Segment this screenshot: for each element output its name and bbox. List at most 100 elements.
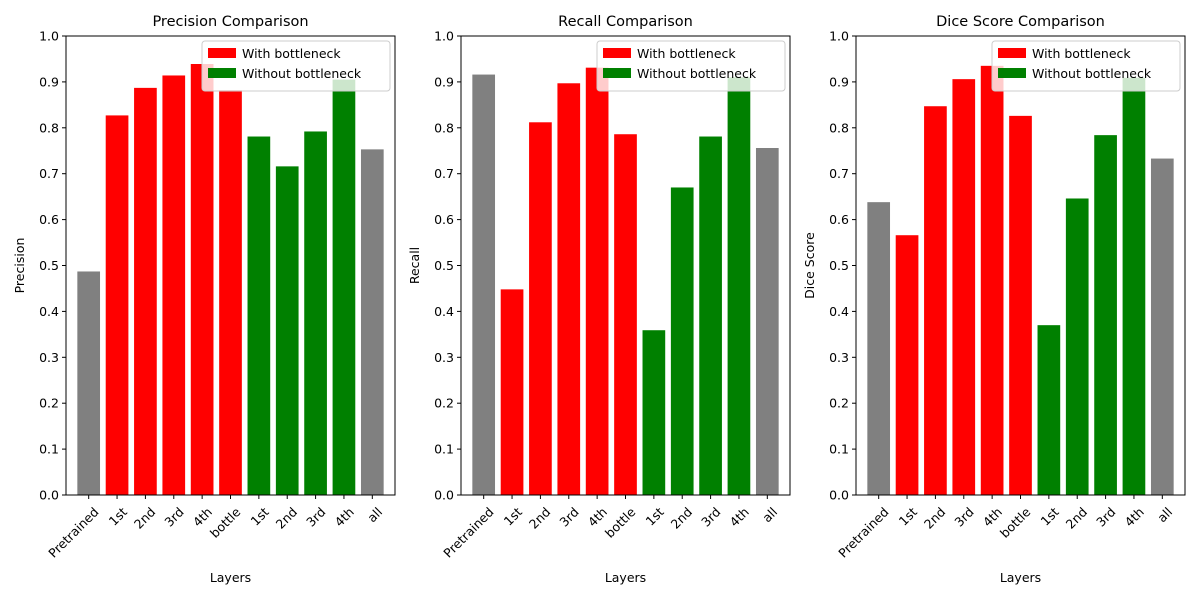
y-tick-label: 0.5: [434, 258, 454, 273]
x-axis-label: Layers: [605, 570, 646, 585]
y-tick-label: 0.0: [829, 488, 849, 503]
x-tick-label: 3rd: [698, 504, 723, 529]
y-tick-label: 0.6: [434, 212, 454, 227]
x-tick-label: 4th: [1122, 504, 1147, 529]
bar-4th-10: [1122, 77, 1146, 496]
y-axis-label: Dice Score: [802, 232, 817, 299]
bar-all-11: [1150, 158, 1174, 496]
y-tick-label: 0.4: [434, 304, 454, 319]
bar-all-11: [755, 148, 779, 495]
legend-label: Without bottleneck: [637, 66, 757, 81]
legend-swatch-green: [603, 68, 631, 78]
legend-box: [991, 40, 1181, 92]
bar-pretrained-1: [472, 74, 496, 495]
bar-1st-7: [247, 136, 271, 495]
x-tick-label: 4th: [727, 504, 752, 529]
y-tick-label: 0.9: [434, 74, 454, 89]
legend: With bottleneck Without bottleneck: [991, 40, 1181, 92]
x-tick-label: Pretrained: [835, 504, 891, 560]
legend-label: Without bottleneck: [1032, 66, 1152, 81]
legend-swatch-green: [998, 68, 1026, 78]
chart-title: Dice Score Comparison: [936, 14, 1105, 30]
y-tick-label: 0.7: [39, 166, 59, 181]
legend-box: [201, 40, 391, 92]
legend-swatch-red: [603, 48, 631, 58]
bar-1st-7: [1037, 325, 1061, 495]
y-tick-label: 0.2: [39, 396, 59, 411]
x-tick-label: 4th: [332, 504, 357, 529]
y-tick-label: 0.4: [39, 304, 59, 319]
y-tick-label: 0.1: [39, 442, 59, 457]
y-tick-label: 0.4: [829, 304, 849, 319]
y-tick-label: 0.1: [829, 442, 849, 457]
legend-label: Without bottleneck: [242, 66, 362, 81]
chart-title: Precision Comparison: [152, 14, 308, 30]
bar-2nd-3: [924, 106, 947, 495]
bar-2nd-8: [1065, 198, 1089, 496]
y-tick-label: 0.0: [39, 488, 59, 503]
x-tick-label: all: [759, 504, 780, 525]
y-axis-label: Precision: [12, 238, 27, 294]
x-tick-label: 3rd: [1093, 504, 1118, 529]
bar-3rd-4: [162, 75, 186, 495]
x-tick-label: 2nd: [526, 504, 553, 531]
y-tick-label: 0.0: [434, 488, 454, 503]
x-tick-label: 2nd: [668, 504, 695, 531]
legend: With bottleneck Without bottleneck: [596, 40, 786, 92]
x-tick-label: Pretrained: [440, 504, 496, 560]
y-tick-label: 0.8: [39, 120, 59, 135]
x-tick-label: 2nd: [131, 504, 158, 531]
y-tick-label: 0.6: [39, 212, 59, 227]
y-tick-label: 1.0: [39, 29, 59, 44]
legend: With bottleneck Without bottleneck: [201, 40, 391, 92]
y-tick-label: 0.1: [434, 442, 454, 457]
x-tick-label: 2nd: [1063, 504, 1090, 531]
y-tick-label: 0.6: [829, 212, 849, 227]
bar-bottle-6: [1009, 115, 1032, 496]
bar-2nd-3: [134, 87, 157, 496]
y-tick-label: 0.2: [829, 396, 849, 411]
bar-1st-2: [105, 115, 129, 495]
y-tick-label: 0.3: [39, 350, 59, 365]
bar-3rd-9: [1094, 135, 1117, 495]
x-tick-label: 3rd: [303, 504, 328, 529]
x-tick-label: all: [364, 504, 385, 525]
y-tick-label: 0.5: [829, 258, 849, 273]
x-tick-label: 1st: [896, 504, 920, 528]
bar-pretrained-1: [867, 202, 891, 495]
y-tick-label: 0.9: [829, 74, 849, 89]
bar-4th-5: [585, 67, 609, 496]
legend-label: With bottleneck: [637, 46, 736, 61]
x-tick-label: 1st: [106, 504, 130, 528]
x-tick-label: 3rd: [951, 504, 976, 529]
y-tick-label: 1.0: [829, 29, 849, 44]
x-tick-label: 3rd: [556, 504, 581, 529]
bar-1st-7: [642, 330, 666, 495]
x-tick-label: all: [1154, 504, 1175, 525]
bar-all-11: [360, 149, 384, 495]
bar-2nd-8: [670, 187, 694, 495]
bar-4th-10: [332, 79, 356, 495]
x-tick-label: bottle: [602, 504, 639, 541]
bar-4th-5: [980, 65, 1004, 495]
x-tick-label: 1st: [642, 504, 666, 528]
bar-pretrained-1: [77, 271, 101, 495]
y-tick-label: 0.5: [39, 258, 59, 273]
legend-swatch-red: [998, 48, 1026, 58]
bar-3rd-9: [699, 136, 722, 495]
y-tick-label: 0.7: [434, 166, 454, 181]
x-tick-label: 1st: [501, 504, 525, 528]
x-tick-label: bottle: [207, 504, 244, 541]
x-tick-label: Pretrained: [45, 504, 101, 560]
bar-bottle-6: [219, 90, 242, 495]
y-tick-label: 1.0: [434, 29, 454, 44]
bar-1st-2: [895, 235, 919, 495]
bar-bottle-6: [614, 134, 637, 496]
x-tick-label: bottle: [997, 504, 1034, 541]
bar-2nd-3: [529, 122, 552, 495]
y-tick-label: 0.3: [434, 350, 454, 365]
y-tick-label: 0.2: [434, 396, 454, 411]
legend-swatch-green: [208, 68, 236, 78]
bar-3rd-4: [952, 79, 976, 496]
